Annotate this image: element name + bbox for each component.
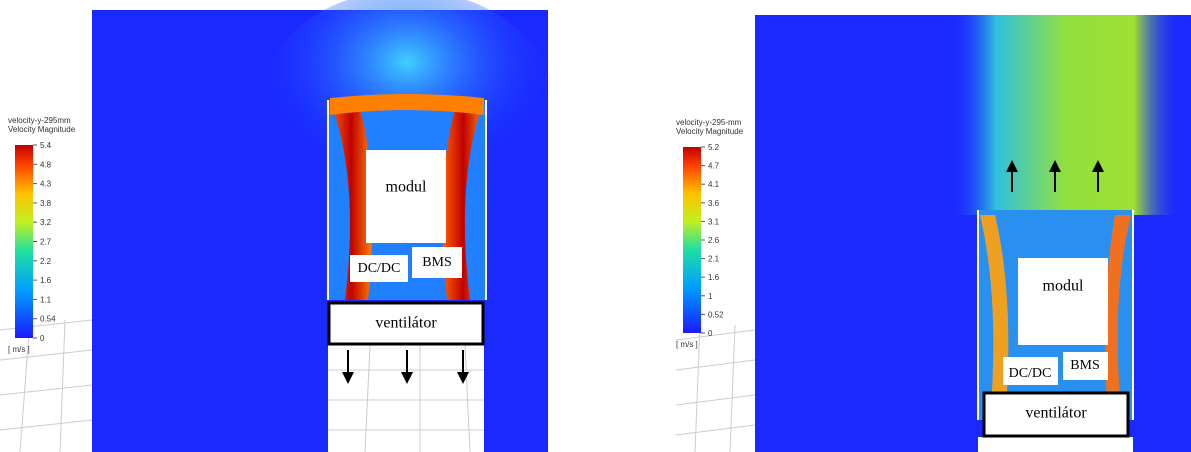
jet-left [980, 215, 1009, 420]
colorbar-tick-label: 1.6 [40, 276, 52, 285]
legend-unit: [ m/s ] [676, 340, 698, 349]
colorbar [683, 147, 701, 333]
colorbar [15, 145, 33, 338]
dcdc-box [350, 255, 408, 282]
fan-label: ventilátor [375, 315, 437, 332]
arrows [1006, 160, 1104, 192]
outlet-area [978, 437, 1133, 452]
bms-box [412, 247, 462, 278]
colorbar-tick-label: 0.52 [708, 310, 724, 319]
bms-label: BMS [422, 255, 452, 270]
colorbar-tick-label: 2.1 [708, 255, 720, 264]
colorbar-tick-label: 5.2 [708, 143, 720, 152]
fan-label: ventilátor [1025, 405, 1087, 422]
colorbar-tick-label: 0 [708, 329, 713, 338]
colorbar-tick-label: 3.6 [708, 199, 720, 208]
module-label: modul [1043, 278, 1084, 295]
dcdc-label: DC/DC [1009, 366, 1052, 381]
colorbar-tick-label: 4.3 [40, 180, 52, 189]
jet-left [330, 100, 373, 300]
legend-title: velocity-y-295-mm [676, 118, 742, 127]
floor-grid [675, 324, 756, 452]
dcdc-box [1003, 357, 1058, 385]
fan-box [982, 391, 1130, 438]
colorbar-tick-label: 4.8 [40, 160, 52, 169]
colorbar-tick-label: 2.2 [40, 257, 52, 266]
module-box [366, 150, 446, 243]
jet-right [1105, 215, 1131, 420]
colorbar-tick-label: 2.6 [708, 236, 720, 245]
colorbar-tick-label: 1.1 [40, 295, 52, 304]
module-label: modul [386, 179, 427, 196]
colorbar-tick-label: 4.1 [708, 180, 720, 189]
colorbar-tick-label: 0 [40, 334, 45, 343]
colorbar-tick-label: 4.7 [708, 162, 720, 171]
colorbar-tick-label: 1 [708, 292, 713, 301]
bms-label: BMS [1070, 358, 1100, 373]
colorbar-tick-label: 0.54 [40, 315, 56, 324]
legend-title: Velocity Magnitude [676, 127, 744, 136]
jet-top [330, 94, 484, 115]
bms-box [1063, 352, 1108, 380]
legend-title: Velocity Magnitude [8, 125, 76, 134]
module-box [1018, 258, 1108, 345]
floor-grid [0, 319, 93, 452]
legend-title: velocity-y-295mm [8, 116, 71, 125]
colorbar-tick-label: 2.7 [40, 238, 52, 247]
colorbar-tick-label: 5.4 [40, 141, 52, 150]
colorbar-tick-label: 3.1 [708, 217, 720, 226]
plume [950, 15, 1180, 215]
colorbar-tick-label: 3.2 [40, 218, 52, 227]
colorbar-tick-label: 1.6 [708, 273, 720, 282]
dcdc-label: DC/DC [358, 261, 401, 276]
legend-unit: [ m/s ] [8, 345, 30, 354]
arrows [342, 350, 469, 384]
fan-box [327, 301, 485, 346]
colorbar-tick-label: 3.8 [40, 199, 52, 208]
